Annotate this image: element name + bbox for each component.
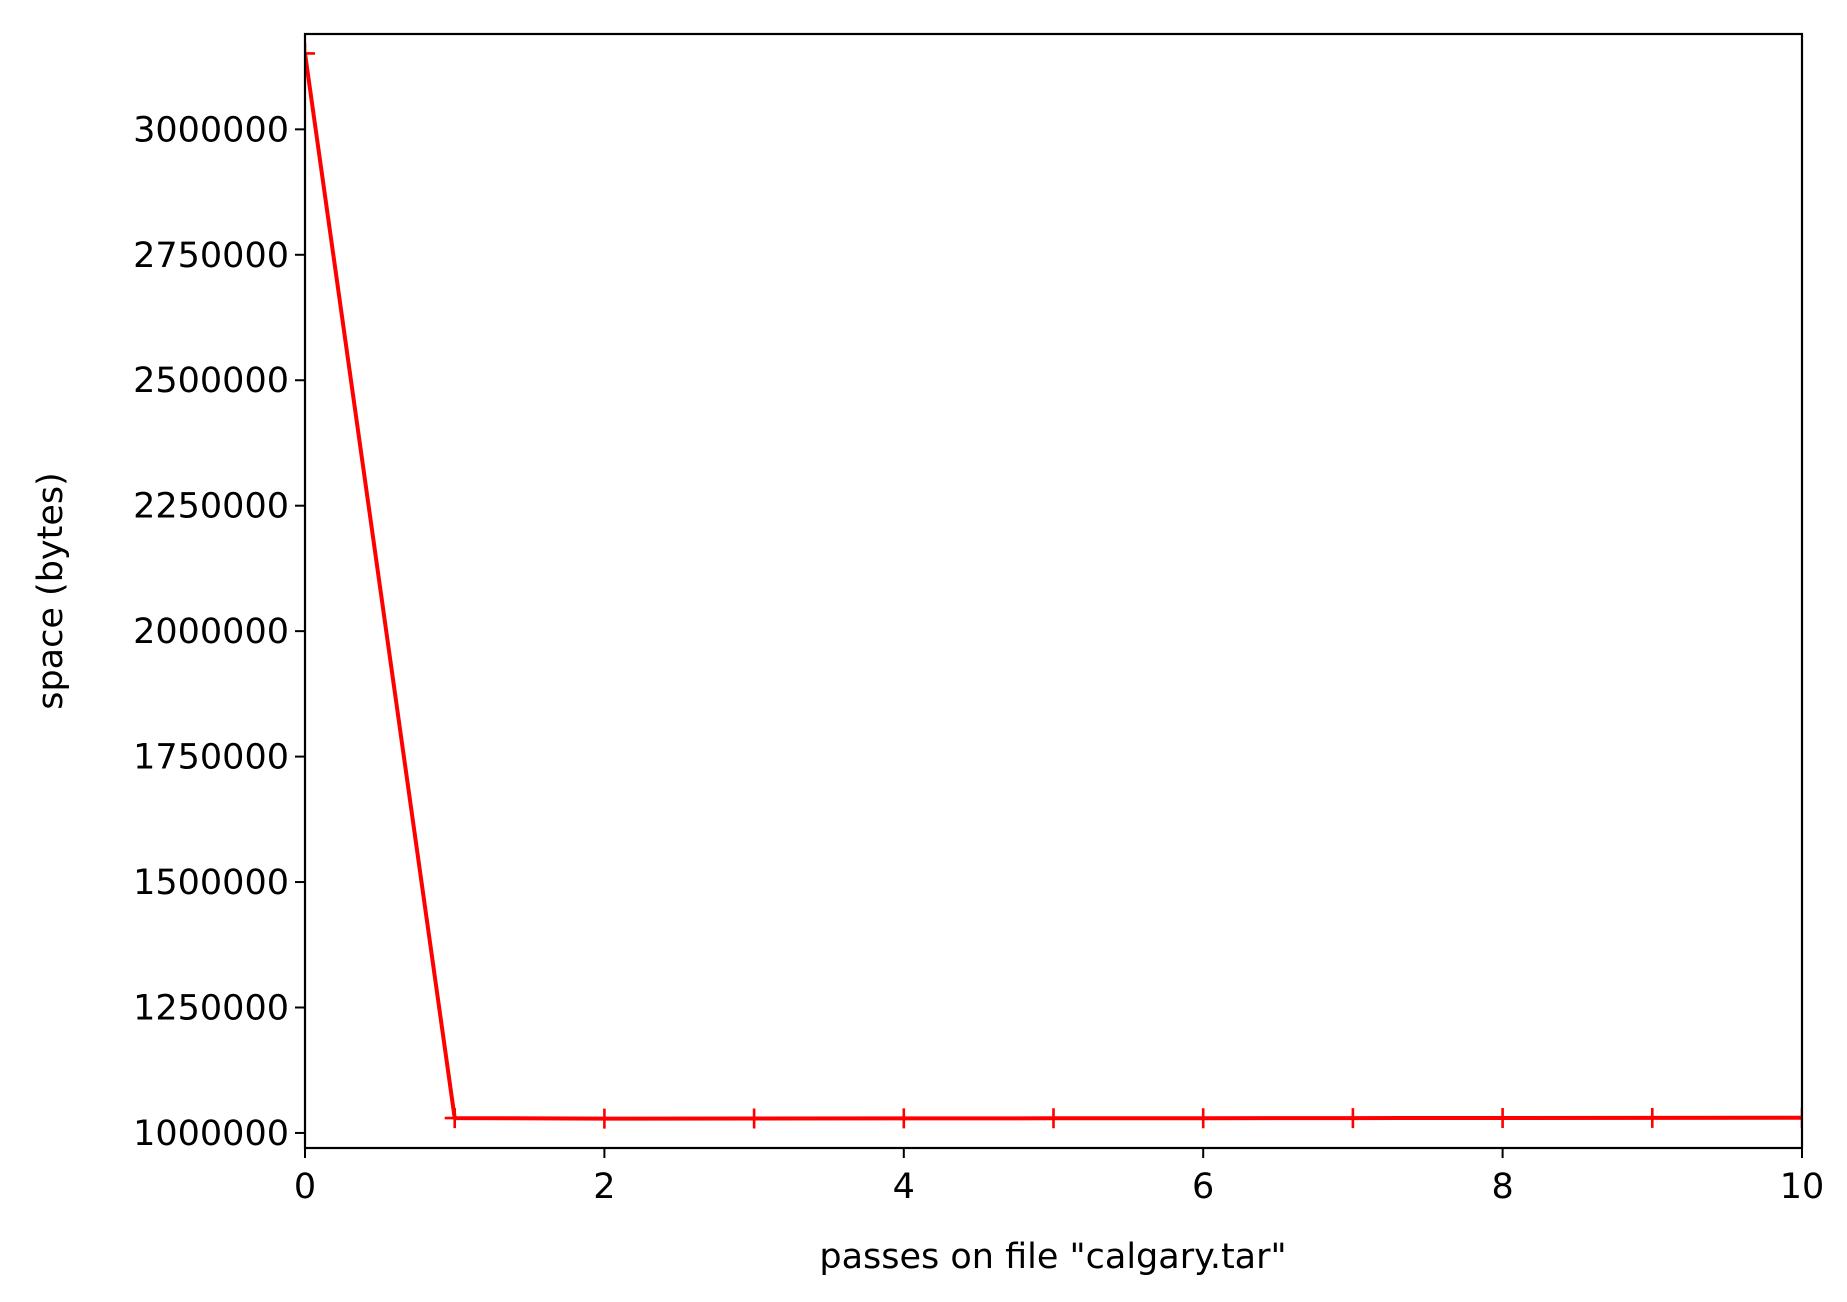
data-point-marker	[305, 43, 315, 64]
data-point-marker	[594, 1108, 615, 1129]
y-tick-label: 1000000	[133, 1114, 289, 1154]
series-group	[305, 43, 1802, 1129]
y-tick-label: 1500000	[133, 863, 289, 903]
y-tick-label: 2500000	[133, 361, 289, 401]
y-tick-label: 2750000	[133, 236, 289, 276]
data-point-marker	[1492, 1107, 1513, 1128]
x-tick-label: 2	[593, 1167, 615, 1207]
y-tick-label: 3000000	[133, 110, 289, 150]
x-tick-label: 4	[893, 1167, 915, 1207]
y-tick-label: 2250000	[133, 487, 289, 527]
y-axis-label: space (bytes)	[31, 472, 71, 710]
data-point-marker	[1043, 1108, 1064, 1129]
data-point-marker	[1342, 1108, 1363, 1129]
data-point-marker	[893, 1108, 914, 1129]
y-tick-label: 1250000	[133, 988, 289, 1028]
x-tick-label: 6	[1192, 1167, 1214, 1207]
x-axis: 0 2 4 6 8 10	[294, 1148, 1824, 1207]
data-point-marker	[1642, 1107, 1663, 1128]
data-point-marker	[1792, 1107, 1802, 1128]
data-point-marker	[744, 1108, 765, 1129]
y-axis: 1000000 1250000 1500000 1750000 2000000 22500…	[133, 110, 305, 1154]
data-point-marker	[1193, 1108, 1214, 1129]
x-tick-label: 0	[294, 1167, 316, 1207]
x-tick-label: 10	[1780, 1167, 1825, 1207]
y-tick-label: 1750000	[133, 738, 289, 778]
y-tick-label: 2000000	[133, 612, 289, 652]
data-point-marker	[444, 1108, 465, 1129]
series-layer	[305, 43, 1802, 1129]
plot-area-frame	[303, 32, 1804, 1150]
x-tick-label: 8	[1491, 1167, 1513, 1207]
x-axis-label: passes on file "calgary.tar"	[819, 1237, 1286, 1277]
